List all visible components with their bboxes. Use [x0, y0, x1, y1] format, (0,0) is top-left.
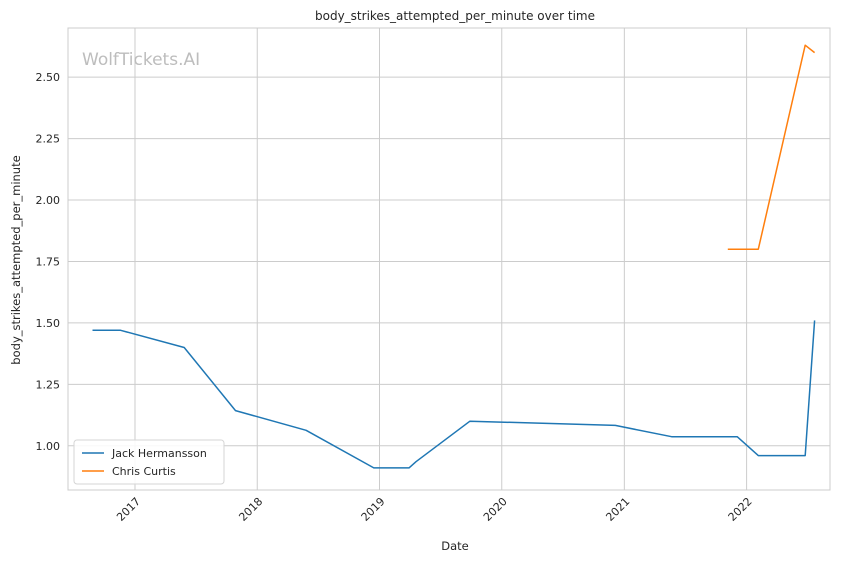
y-tick-label: 2.50 — [36, 71, 61, 84]
x-tick-label: 2017 — [114, 495, 143, 524]
chart-title: body_strikes_attempted_per_minute over t… — [315, 9, 595, 23]
x-tick-label: 2019 — [359, 495, 388, 524]
y-axis-label: body_strikes_attempted_per_minute — [9, 155, 23, 364]
series-line-1 — [727, 44, 816, 250]
legend-box — [73, 439, 225, 485]
y-tick-label: 1.00 — [36, 440, 61, 453]
grid — [68, 28, 830, 490]
x-tick-label: 2021 — [603, 495, 632, 524]
x-tick-label: 2022 — [726, 495, 755, 524]
y-tick-label: 1.50 — [36, 317, 61, 330]
watermark-text: WolfTickets.AI — [82, 50, 200, 70]
y-tick-label: 1.75 — [36, 255, 61, 268]
x-tick-label: 2020 — [481, 495, 510, 524]
y-tick-label: 2.00 — [36, 194, 61, 207]
legend-label: Chris Curtis — [112, 465, 176, 478]
x-tick-label: 2018 — [236, 495, 265, 524]
series-line-0 — [92, 320, 816, 469]
y-axis: 1.00 1.25 1.50 1.75 2.00 2.25 2.50 — [36, 71, 61, 453]
plot-area — [67, 27, 831, 491]
x-axis-label: Date — [441, 539, 469, 553]
legend: Jack Hermansson Chris Curtis — [73, 439, 225, 485]
series-layer — [92, 44, 816, 469]
y-tick-label: 2.25 — [36, 133, 61, 146]
legend-label: Jack Hermansson — [111, 447, 207, 460]
x-axis: 2017 2018 2019 2020 2021 2022 — [114, 495, 755, 524]
y-tick-label: 1.25 — [36, 378, 61, 391]
